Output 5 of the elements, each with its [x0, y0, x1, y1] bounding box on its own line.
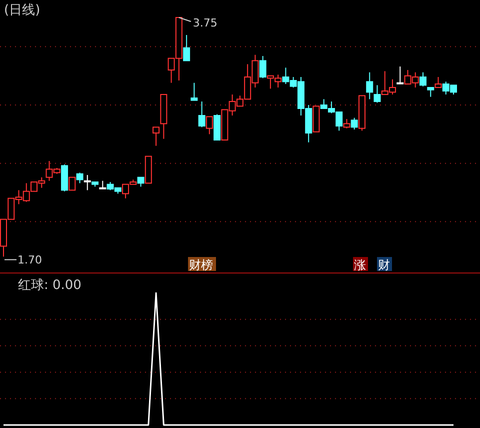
annotation: 1.70 [18, 254, 42, 267]
chart-title: (日线) [4, 3, 40, 18]
annotation: 3.75 [192, 16, 218, 30]
annotation: 财榜 [189, 258, 213, 272]
chart-title: 红球: 0.00 [18, 278, 82, 293]
